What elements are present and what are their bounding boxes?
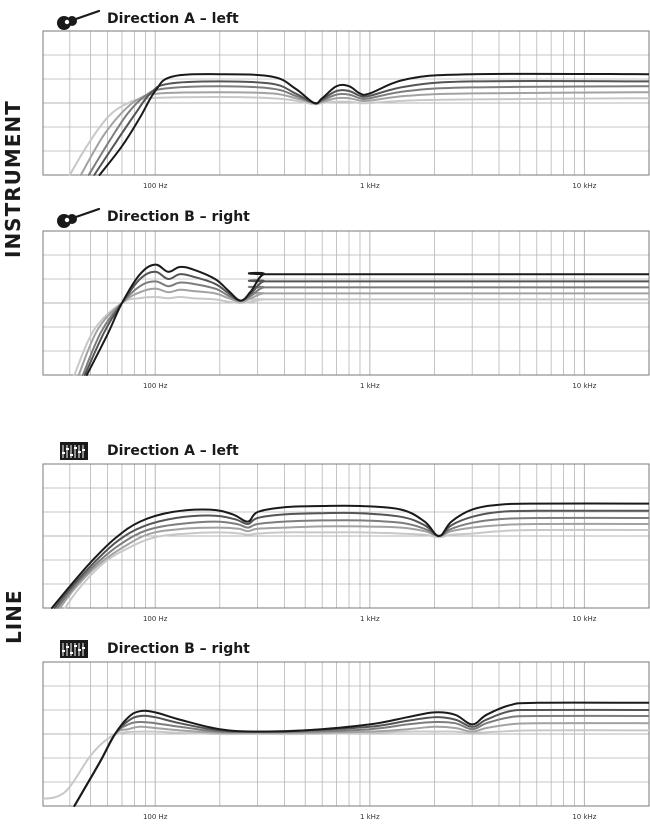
x-tick-label: 1 kHz (360, 182, 380, 190)
series-line-series-4 (68, 96, 649, 176)
panel-title-line-b: Direction B – right (107, 641, 250, 657)
x-tick-label: 100 Hz (143, 382, 168, 390)
x-tick-label: 100 Hz (143, 813, 168, 821)
series-line-series-0 (98, 72, 649, 176)
series-line-series-1 (93, 80, 649, 176)
series-line-series-4 (73, 296, 649, 376)
chart-instrument-direction-b: 100 Hz 1 kHz 10 kHz (42, 230, 650, 390)
x-tick-label: 10 kHz (572, 382, 596, 390)
chart-instrument-direction-a: 100 Hz 1 kHz 10 kHz (42, 30, 650, 190)
chart-line-direction-a: 100 Hz 1 kHz 10 kHz (42, 463, 650, 623)
x-tick-label: 1 kHz (360, 813, 380, 821)
plot-frame (42, 230, 650, 376)
guitar-icon (57, 208, 101, 228)
x-tick-label: 100 Hz (143, 615, 168, 623)
x-tick-label: 10 kHz (572, 615, 596, 623)
x-tick-label: 100 Hz (143, 182, 168, 190)
x-tick-label: 1 kHz (360, 382, 380, 390)
section-label-instrument: INSTRUMENT (1, 100, 25, 258)
series-line-series-0 (73, 701, 649, 807)
series-line-series-1 (53, 509, 649, 609)
series-line-series-2 (56, 516, 649, 609)
plot-frame (42, 30, 650, 176)
series-line-series-0 (85, 263, 649, 376)
mixer-icon (60, 442, 88, 460)
guitar-icon (57, 10, 101, 30)
series-line-series-4 (43, 729, 649, 800)
series-line-series-3 (73, 722, 649, 807)
x-tick-label: 10 kHz (572, 182, 596, 190)
series-line-series-3 (58, 522, 649, 609)
series-line-series-2 (81, 280, 649, 376)
section-label-line: LINE (2, 589, 26, 644)
x-tick-label: 1 kHz (360, 615, 380, 623)
panel-title-instrument-b: Direction B – right (107, 209, 250, 225)
plot-frame (42, 661, 650, 807)
mixer-icon (60, 640, 88, 658)
plot-frame (42, 463, 650, 609)
series-line-series-2 (73, 714, 649, 807)
x-tick-label: 10 kHz (572, 813, 596, 821)
panel-title-instrument-a: Direction A – left (107, 11, 239, 27)
series-line-series-0 (50, 502, 649, 609)
series-line-series-1 (83, 270, 649, 376)
chart-line-direction-b: 100 Hz 1 kHz 10 kHz (42, 661, 650, 821)
series-line-series-4 (64, 528, 649, 609)
panel-title-line-a: Direction A – left (107, 443, 239, 459)
